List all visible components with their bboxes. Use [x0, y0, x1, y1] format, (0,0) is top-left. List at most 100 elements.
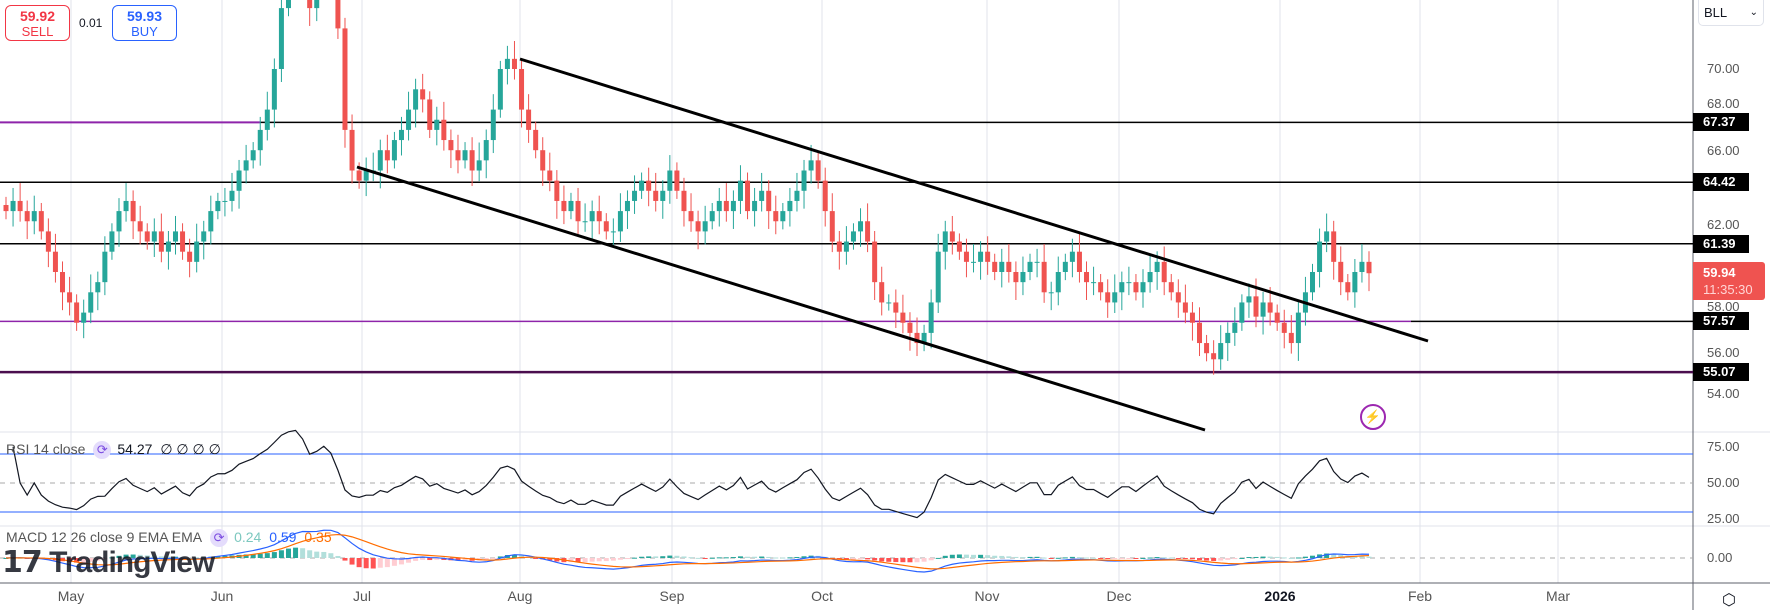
refresh-icon[interactable]: ⟳: [210, 529, 229, 548]
candle-body: [229, 190, 235, 201]
candle-body: [1091, 282, 1097, 284]
candle-body: [1098, 282, 1104, 293]
candle-body: [624, 200, 630, 212]
macd-histogram-bar: [1126, 558, 1132, 559]
macd-histogram-bar: [158, 556, 164, 558]
candle-body: [3, 205, 9, 212]
candle-body: [398, 129, 404, 141]
candle-body: [737, 180, 743, 201]
candle-body: [1126, 282, 1132, 284]
candle-body: [1352, 272, 1358, 293]
macd-title: MACD 12 26 close 9 EMA EMA: [6, 529, 203, 545]
candle-body: [1062, 261, 1068, 272]
macd-histogram-bar: [646, 556, 652, 558]
candle-body: [490, 109, 496, 141]
candle-body: [391, 140, 397, 161]
candle-body: [1182, 302, 1188, 313]
candle-body: [695, 221, 701, 232]
candle-body: [201, 231, 207, 242]
candle-body: [363, 170, 369, 181]
candle-body: [59, 272, 65, 293]
macd-histogram-bar: [872, 558, 878, 561]
candle-body: [582, 221, 588, 223]
candle-body: [1239, 302, 1245, 323]
macd-histogram-bar: [109, 557, 115, 559]
macd-histogram-bar: [1006, 556, 1012, 558]
macd-histogram-bar: [1055, 557, 1061, 559]
macd-histogram-bar: [879, 558, 885, 562]
macd-histogram-bar: [858, 558, 864, 560]
macd-histogram-bar: [1189, 558, 1195, 560]
macd-histogram-bar: [1041, 557, 1047, 559]
buy-button[interactable]: 59.93 BUY: [112, 5, 177, 41]
macd-histogram-bar: [74, 558, 80, 563]
candle-body: [1288, 332, 1294, 344]
macd-histogram-bar: [702, 558, 708, 559]
candle-body: [716, 200, 722, 212]
candle-body: [801, 170, 807, 191]
time-axis-label: Feb: [1407, 588, 1433, 604]
candle-body: [942, 231, 948, 252]
macd-histogram-bar: [1260, 556, 1266, 558]
candle-body: [787, 200, 793, 212]
rsi-extras: ∅ ∅ ∅ ∅: [160, 441, 221, 457]
macd-histogram-bar: [1281, 557, 1287, 559]
macd-histogram-bar: [1218, 558, 1224, 561]
candle-body: [1027, 261, 1033, 272]
macd-histogram-bar: [723, 557, 729, 559]
candle-body: [17, 200, 23, 212]
candle-body: [257, 129, 263, 151]
symbol-selector[interactable]: BLL ⌄: [1698, 0, 1764, 26]
candle-body: [547, 170, 553, 181]
candle-body: [914, 332, 920, 344]
candle-body: [335, 0, 341, 29]
price-axis-label: 56.00: [1707, 345, 1740, 360]
candle-body: [1253, 296, 1259, 317]
candle-body: [886, 302, 892, 304]
lightning-icon[interactable]: ⚡: [1360, 404, 1386, 430]
candle-body: [38, 211, 44, 232]
candle-body: [469, 150, 475, 171]
sell-button[interactable]: 59.92 SELL: [5, 5, 70, 41]
macd-histogram-bar: [956, 554, 962, 558]
candle-body: [1274, 312, 1280, 323]
price-axis-label: 62.00: [1707, 217, 1740, 232]
candle-body: [843, 241, 849, 252]
candle-body: [52, 251, 58, 272]
candle-body: [74, 302, 80, 323]
macd-histogram-bar: [1112, 558, 1118, 559]
candle-body: [441, 119, 447, 141]
price-axis-label: 70.00: [1707, 61, 1740, 76]
refresh-icon[interactable]: ⟳: [93, 441, 112, 460]
macd-histogram-bar: [391, 558, 397, 566]
candle-body: [349, 129, 355, 171]
macd-histogram-bar: [1359, 556, 1365, 558]
candle-body: [172, 231, 178, 242]
macd-histogram-bar: [1140, 557, 1146, 559]
time-axis-label: Jun: [210, 588, 234, 604]
level-price-badge: 67.37: [1693, 113, 1749, 132]
macd-histogram-bar: [893, 558, 899, 563]
macd-histogram-bar: [1211, 558, 1217, 561]
candle-body: [646, 180, 652, 191]
candle-body: [307, 0, 313, 9]
macd-histogram-bar: [1239, 557, 1245, 559]
candle-body: [702, 221, 708, 232]
candle-body: [116, 211, 122, 232]
trendline-lower: [356, 165, 1206, 432]
candle-body: [1105, 292, 1111, 303]
candle-body: [730, 200, 736, 212]
time-axis-label: 2026: [1264, 588, 1296, 604]
macd-histogram-bar: [660, 556, 666, 558]
rsi-legend: RSI 14 close ⟳ 54.27 ∅ ∅ ∅ ∅: [6, 440, 221, 460]
settings-icon[interactable]: ⬡: [1722, 592, 1736, 609]
macd-histogram-bar: [144, 555, 150, 558]
candle-body: [406, 109, 412, 130]
macd-histogram-bar: [709, 557, 715, 559]
macd-histogram-bar: [843, 558, 849, 560]
candle-body: [921, 332, 927, 344]
candle-body: [504, 58, 510, 69]
macd-histogram-bar: [928, 558, 934, 561]
candle-body: [850, 231, 856, 242]
